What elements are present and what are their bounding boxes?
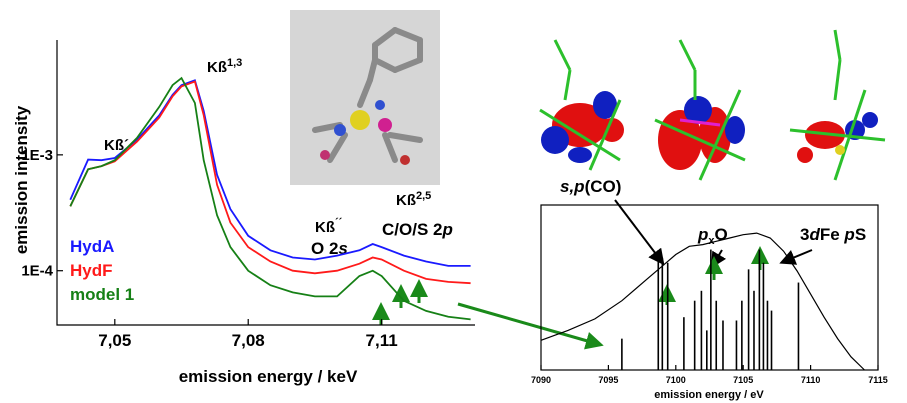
legend-entry: HydA: [70, 237, 114, 256]
x-tick-label: 7095: [598, 375, 618, 385]
y-axis-label: emission intensity: [12, 105, 31, 254]
right-chart: emission energy / eV s,p(CO) pxO 3dFe pS…: [531, 177, 888, 401]
annotation: C/O/S 2p: [382, 220, 453, 239]
link-arrow: [458, 304, 598, 344]
x-tick-label: 7,08: [232, 331, 265, 350]
annotation: s,p(CO): [560, 177, 621, 196]
annotation: C/O/S 2: [382, 220, 442, 239]
legend-entry: model 1: [70, 285, 134, 304]
annotation: Kß2,5: [396, 190, 431, 209]
annotation: Kß: [207, 59, 227, 76]
x-tick-label: 7115: [868, 375, 888, 385]
x-axis-label: emission energy / keV: [179, 367, 358, 386]
annotation: S: [855, 225, 866, 244]
annotation: 1,3: [227, 57, 242, 69]
orbital-images: [540, 30, 885, 180]
green-arrows: [667, 252, 760, 305]
x-tick-label: 7105: [733, 375, 753, 385]
x-tick-label: 7,05: [98, 331, 131, 350]
y-tick-label: 1E-3: [21, 147, 53, 164]
annotation: Kß1,3: [207, 57, 242, 76]
annotation: p: [843, 225, 854, 244]
molecule-image: [290, 10, 440, 185]
x-tick-label: 7090: [531, 375, 551, 385]
annotation: Kß: [315, 219, 335, 236]
annotation: (CO): [585, 177, 622, 196]
annotation: p: [697, 225, 708, 244]
annotation: 3: [800, 225, 809, 244]
figure: emission intensity emission energy / keV…: [0, 0, 907, 403]
label-arrows: [615, 200, 812, 265]
annotation: 2,5: [416, 190, 431, 202]
x-axis-label: emission energy / eV: [654, 389, 764, 401]
legend-entry: HydF: [70, 261, 113, 280]
x-tick-label: 7110: [801, 375, 821, 385]
envelope-line: [541, 233, 865, 370]
annotation: Kß´´: [315, 217, 343, 236]
annotation: ´´: [335, 217, 343, 229]
annotation: Fe: [820, 225, 845, 244]
annotation: O 2: [311, 239, 338, 258]
x-tick-label: 7100: [666, 375, 686, 385]
annotation: Kß: [396, 192, 416, 209]
annotation: d: [809, 225, 820, 244]
annotation: 3dFe pS: [800, 225, 866, 244]
y-tick-label: 1E-4: [21, 263, 53, 280]
x-tick-label: 7,11: [366, 331, 398, 350]
annotation: s,p: [560, 177, 585, 196]
annotation: p: [441, 220, 452, 239]
annotation: pxO: [697, 225, 728, 247]
